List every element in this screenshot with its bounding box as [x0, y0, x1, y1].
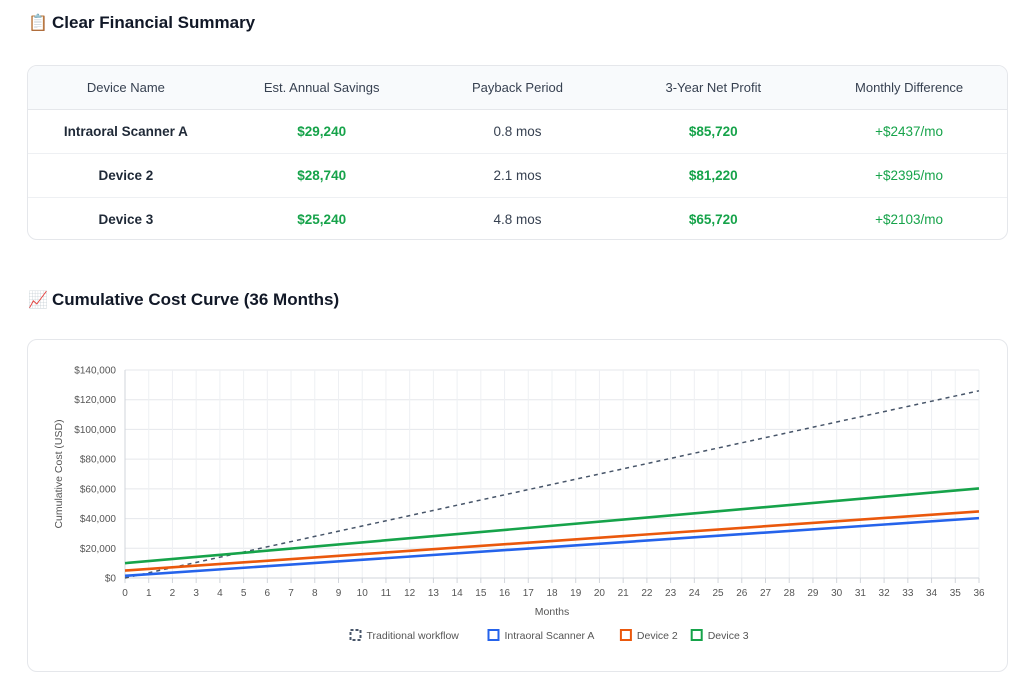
header-payback-period: Payback Period	[471, 79, 564, 95]
monthly-difference-cell: +$2437/mo	[875, 123, 944, 139]
x-tick-label: 28	[784, 588, 796, 599]
net-profit-cell: $81,220	[688, 167, 738, 183]
x-tick-label: 15	[475, 588, 487, 599]
net-profit-cell: $65,720	[688, 211, 738, 227]
table-header-row: Device Name Est. Annual Savings Payback …	[28, 66, 1007, 109]
x-tick-label: 7	[288, 588, 294, 599]
legend-label-device-3: Device 3	[708, 630, 749, 642]
x-tick-label: 30	[831, 588, 843, 599]
legend-swatch-device-3	[690, 629, 703, 641]
x-tick-label: 26	[736, 588, 748, 599]
header-annual-savings: Est. Annual Savings	[263, 79, 380, 95]
x-tick-label: 10	[357, 588, 369, 599]
annual-savings-cell: $29,240	[297, 123, 347, 139]
x-tick-label: 16	[499, 588, 511, 599]
y-tick-label: $140,000	[74, 366, 116, 377]
x-tick-label: 14	[452, 588, 464, 599]
table-row: Intraoral Scanner A $29,240 0.8 mos $85,…	[28, 109, 1007, 153]
x-tick-label: 13	[428, 588, 440, 599]
x-tick-label: 12	[404, 588, 416, 599]
annual-savings-cell: $25,240	[297, 211, 347, 227]
header-net-profit: 3-Year Net Profit	[665, 79, 762, 95]
y-tick-label: $0	[105, 574, 117, 585]
x-tick-label: 34	[926, 588, 938, 599]
monthly-difference-cell: +$2395/mo	[875, 167, 944, 183]
cumulative-cost-chart: $0 $20,000 $40,000 $60,000 $80,000 $100,000 $1…	[53, 366, 985, 643]
financial-summary-table: Device Name Est. Annual Savings Payback …	[28, 66, 1007, 239]
series-line-device-3	[124, 487, 980, 565]
x-tick-label: 35	[950, 588, 962, 599]
legend-label-device-2: Device 2	[637, 630, 678, 642]
legend-swatch-device-2	[619, 629, 632, 641]
x-tick-label: 27	[760, 588, 772, 599]
y-tick-label: $120,000	[74, 395, 116, 406]
y-tick-label: $20,000	[80, 544, 117, 555]
x-tick-label: 1	[146, 588, 152, 599]
x-tick-label: 29	[807, 588, 819, 599]
monthly-difference-cell: +$2103/mo	[875, 211, 944, 227]
x-axis-title: Months	[535, 606, 569, 618]
clipboard-icon: 📋	[28, 15, 48, 32]
x-tick-label: 24	[689, 588, 701, 599]
y-tick-label: $40,000	[80, 514, 117, 525]
series-line-device-2	[124, 510, 980, 572]
x-tick-label: 6	[265, 588, 271, 599]
series-line-traditional-workflow	[124, 390, 980, 579]
x-tick-label: 5	[241, 588, 247, 599]
x-tick-label: 4	[217, 588, 223, 599]
y-tick-label: $100,000	[74, 425, 116, 436]
x-tick-label: 25	[712, 588, 724, 599]
annual-savings-cell: $28,740	[297, 167, 347, 183]
header-monthly-difference: Monthly Difference	[855, 79, 964, 95]
y-tick-label: $80,000	[80, 455, 117, 466]
x-tick-label: 3	[193, 588, 199, 599]
x-tick-label: 20	[594, 588, 606, 599]
header-device-name: Device Name	[86, 79, 165, 95]
x-tick-label: 11	[381, 588, 392, 599]
device-name-cell: Device 2	[98, 167, 154, 183]
payback-period-cell: 4.8 mos	[493, 211, 542, 227]
payback-period-cell: 2.1 mos	[493, 167, 542, 183]
chart-increasing-icon: 📈	[28, 292, 48, 309]
x-tick-label: 19	[570, 588, 582, 599]
summary-section-title: 📋 Clear Financial Summary	[28, 13, 255, 33]
x-tick-label: 31	[855, 588, 867, 599]
table-row: Device 3 $25,240 4.8 mos $65,720 +$2103/…	[28, 197, 1007, 239]
y-tick-label: $60,000	[80, 484, 117, 495]
x-tick-label: 21	[618, 588, 630, 599]
curve-title-text: Cumulative Cost Curve (36 Months)	[52, 290, 340, 309]
net-profit-cell: $85,720	[688, 123, 738, 139]
series-line-intraoral-scanner-a	[124, 516, 980, 578]
x-tick-label: 17	[523, 588, 535, 599]
table-row: Device 2 $28,740 2.1 mos $81,220 +$2395/…	[28, 153, 1007, 197]
legend-swatch-intraoral-scanner-a	[487, 629, 500, 641]
summary-title-text: Clear Financial Summary	[52, 13, 256, 32]
x-tick-label: 0	[122, 588, 128, 599]
x-tick-label: 33	[902, 588, 914, 599]
x-tick-label: 36	[973, 588, 985, 599]
x-tick-label: 2	[170, 588, 176, 599]
x-tick-label: 32	[879, 588, 891, 599]
legend-label-intraoral-scanner-a: Intraoral Scanner A	[505, 630, 595, 642]
x-tick-label: 8	[312, 588, 318, 599]
curve-section-title: 📈 Cumulative Cost Curve (36 Months)	[28, 290, 339, 310]
y-axis-title: Cumulative Cost (USD)	[53, 419, 65, 528]
financial-summary-card: Device Name Est. Annual Savings Payback …	[27, 65, 1008, 240]
device-name-cell: Device 3	[98, 211, 154, 227]
payback-period-cell: 0.8 mos	[493, 123, 542, 139]
x-tick-label: 9	[336, 588, 342, 599]
cumulative-cost-chart-card: $0 $20,000 $40,000 $60,000 $80,000 $100,000 $1…	[27, 339, 1008, 672]
legend-swatch-traditional-workflow	[349, 629, 362, 641]
x-tick-label: 22	[641, 588, 653, 599]
x-tick-label: 23	[665, 588, 677, 599]
device-name-cell: Intraoral Scanner A	[63, 123, 188, 139]
legend-label-traditional-workflow: Traditional workflow	[367, 630, 460, 642]
x-tick-label: 18	[546, 588, 558, 599]
